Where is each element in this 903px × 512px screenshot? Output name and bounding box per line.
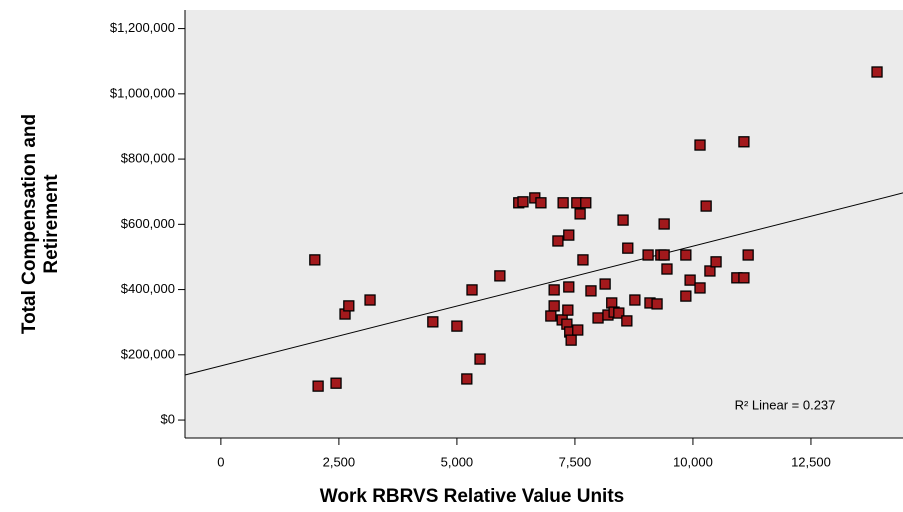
point — [451, 320, 463, 332]
y-tick-label: $1,200,000 — [110, 20, 175, 35]
point — [535, 197, 547, 209]
point — [621, 315, 633, 327]
point — [474, 353, 486, 365]
point — [563, 229, 575, 241]
point — [694, 282, 706, 294]
point — [704, 265, 716, 277]
point — [629, 294, 641, 306]
point — [572, 324, 584, 336]
y-axis-title: Retirement — [41, 174, 62, 274]
point — [700, 200, 712, 212]
point — [330, 377, 342, 389]
y-tick-label: $1,000,000 — [110, 85, 175, 100]
y-tick-label: $400,000 — [121, 281, 175, 296]
point — [574, 208, 586, 220]
point — [427, 316, 439, 328]
point — [494, 270, 506, 282]
x-tick-label: 7,500 — [559, 454, 592, 469]
point — [309, 254, 321, 266]
x-tick-label: 2,500 — [323, 454, 356, 469]
point — [684, 274, 696, 286]
point — [651, 298, 663, 310]
y-tick-label: $600,000 — [121, 216, 175, 231]
point — [613, 307, 625, 319]
point — [577, 254, 589, 266]
y-tick-label: $200,000 — [121, 346, 175, 361]
point — [548, 284, 560, 296]
point — [738, 136, 750, 148]
point — [599, 278, 611, 290]
point — [871, 66, 883, 78]
point — [661, 263, 673, 275]
point — [738, 272, 750, 284]
point — [517, 196, 529, 208]
point — [580, 197, 592, 209]
point — [694, 139, 706, 151]
point — [545, 310, 557, 322]
point — [658, 249, 670, 261]
y-tick-label: $800,000 — [121, 151, 175, 166]
point — [742, 249, 754, 261]
point — [466, 284, 478, 296]
point — [658, 218, 670, 230]
annotation: R² Linear = 0.237 — [735, 397, 836, 412]
x-tick-label: 10,000 — [673, 454, 713, 469]
point — [710, 256, 722, 268]
point — [680, 290, 692, 302]
point — [563, 281, 575, 293]
x-tick-label: 12,500 — [791, 454, 831, 469]
point — [617, 214, 629, 226]
point — [562, 304, 574, 316]
point — [592, 312, 604, 324]
x-tick-label: 0 — [217, 454, 224, 469]
point — [585, 285, 597, 297]
point — [364, 294, 376, 306]
plot-area — [185, 10, 903, 438]
trend-line — [184, 192, 903, 376]
point — [642, 249, 654, 261]
x-tick-label: 5,000 — [441, 454, 474, 469]
point — [312, 380, 324, 392]
point — [557, 197, 569, 209]
y-tick-label: $0 — [161, 411, 175, 426]
x-axis-title: Work RBRVS Relative Value Units — [320, 486, 624, 507]
point — [622, 242, 634, 254]
point — [548, 300, 560, 312]
point — [343, 300, 355, 312]
y-axis-title: Total Compensation and — [19, 114, 40, 334]
point — [565, 334, 577, 346]
point — [680, 249, 692, 261]
point — [461, 373, 473, 385]
point — [552, 235, 564, 247]
